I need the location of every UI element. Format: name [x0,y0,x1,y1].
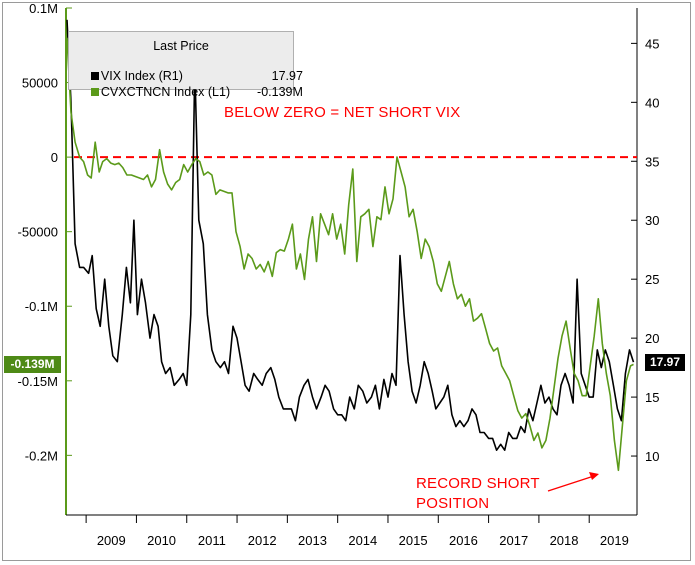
right-axis-tick-label: 45 [645,36,659,51]
legend-value-vix: 17.97 [271,69,303,83]
right-axis-tick-label: 10 [645,449,659,464]
right-axis-tick-label: 15 [645,390,659,405]
x-axis-tick-label: 2012 [248,533,277,548]
right-axis-tick-label: 35 [645,154,659,169]
right-current-value-tag: 17.97 [645,354,685,371]
legend-axis-vix: (R1) [158,69,183,83]
left-axis-tick-label: -50000 [18,225,58,240]
legend: Last Price VIX Index (R1) 17.97 CVXCTNCN … [68,31,303,99]
x-axis-tick-label: 2015 [399,533,428,548]
legend-title: Last Price [153,39,209,53]
legend-entry-vix: VIX Index (R1) 17.97 [77,55,303,83]
annotation-record-short: RECORD SHORT [416,475,540,492]
legend-swatch-vix [90,72,99,80]
left-axis-tick-label: 0 [51,150,58,165]
x-axis-tick-label: 2014 [348,533,377,548]
x-axis-tick-label: 2013 [298,533,327,548]
right-axis-tick-label: 25 [645,272,659,287]
right-axis-tick-label: 30 [645,213,659,228]
left-axis-tick-label: -0.1M [25,299,58,314]
left-axis-tick-label: 0.1M [29,1,58,16]
annotation-arrow-line [547,474,598,492]
x-axis-tick-label: 2019 [600,533,629,548]
x-axis-tick-label: 2018 [550,533,579,548]
x-axis-tick-label: 2009 [97,533,126,548]
left-current-value-tag: -0.139M [4,356,61,373]
series-line-vix-index [66,19,635,451]
left-axis-tick-label: -0.2M [25,448,58,463]
left-axis-tick-label: -0.15M [18,374,58,389]
x-axis-tick-label: 2011 [198,533,226,548]
x-axis-tick-label: 2010 [147,533,176,548]
annotation-position: POSITION [416,495,490,512]
legend-name-vix: VIX Index [100,69,156,83]
annotation-below-zero: BELOW ZERO = NET SHORT VIX [224,104,461,121]
annotation-arrow-head [589,472,599,480]
legend-swatch-cvxctncn [90,88,99,96]
right-axis-tick-label: 20 [645,331,659,346]
x-axis-tick-label: 2016 [449,533,478,548]
legend-value-cvxctncn: -0.139M [257,85,303,99]
x-axis-tick-label: 2017 [499,533,528,548]
left-axis-tick-label: 50000 [22,76,58,91]
legend-axis-cvxctncn: (L1) [207,85,231,99]
right-axis-tick-label: 40 [645,95,659,110]
legend-name-cvxctncn: CVXCTNCN Index [100,85,205,99]
series-line-cvxctncn-index [66,37,634,472]
legend-entry-cvxctncn: CVXCTNCN Index (L1) -0.139M [77,71,303,99]
